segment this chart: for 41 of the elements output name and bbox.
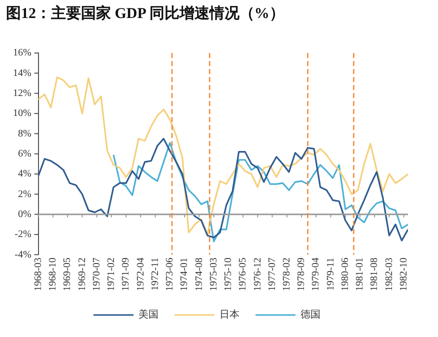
x-tick-label: 1976-12 [252, 258, 264, 292]
x-tick-label: 1978-09 [296, 258, 308, 292]
x-tick-label: 1969-05 [62, 258, 74, 292]
x-tick-label: 1974-01 [179, 258, 190, 292]
x-tick-label: 1980-06 [340, 258, 351, 292]
legend-label: 日本 [220, 308, 240, 321]
x-tick-label: 1982-03 [384, 258, 395, 292]
x-tick-label: 1979-11 [325, 258, 336, 291]
y-tick-label: 4% [18, 168, 32, 180]
x-tick-label: 1977-07 [266, 258, 278, 292]
y-tick-label: 0% [18, 208, 32, 220]
y-tick-label: 8% [18, 128, 32, 140]
y-tick-label: 6% [18, 148, 32, 160]
x-tick-label: 1968-03 [32, 258, 44, 292]
legend-label: 德国 [300, 310, 320, 321]
y-tick-label: 2% [18, 188, 32, 200]
x-tick-label: 1972-04 [135, 258, 146, 292]
x-tick-label: 1974-08 [194, 258, 205, 292]
y-tick-label: 14% [12, 68, 32, 79]
x-tick-label: 1970-07 [91, 258, 102, 292]
legend-label: 美国 [138, 308, 158, 321]
x-tick-label: 1975-10 [223, 258, 234, 292]
x-tick-label: 1972-11 [150, 258, 161, 291]
x-tick-label: 1976-05 [238, 258, 249, 292]
y-tick-label: -4% [14, 249, 32, 260]
x-tick-label: 1968-10 [48, 258, 59, 292]
y-tick-label: 10% [12, 108, 32, 120]
x-tick-label: 1971-02 [106, 258, 118, 292]
x-tick-label: 1979-04 [310, 258, 322, 292]
x-tick-label: 1975-03 [208, 258, 220, 292]
y-tick-label: -2% [14, 229, 32, 240]
x-tick-label: 1982-10 [398, 258, 410, 292]
x-tick-label: 1971-09 [120, 258, 132, 292]
x-tick-label: 1981-08 [369, 258, 380, 292]
y-tick-label: 16% [12, 48, 32, 59]
x-tick-label: 1973-06 [164, 258, 176, 292]
x-tick-label: 1969-12 [76, 258, 88, 292]
x-tick-label: 1978-02 [281, 258, 292, 292]
x-tick-label: 1981-01 [354, 258, 366, 292]
y-tick-label: 12% [12, 88, 32, 99]
chart-title: 图12：主要国家 GDP 同比增速情况（%） [6, 4, 284, 23]
